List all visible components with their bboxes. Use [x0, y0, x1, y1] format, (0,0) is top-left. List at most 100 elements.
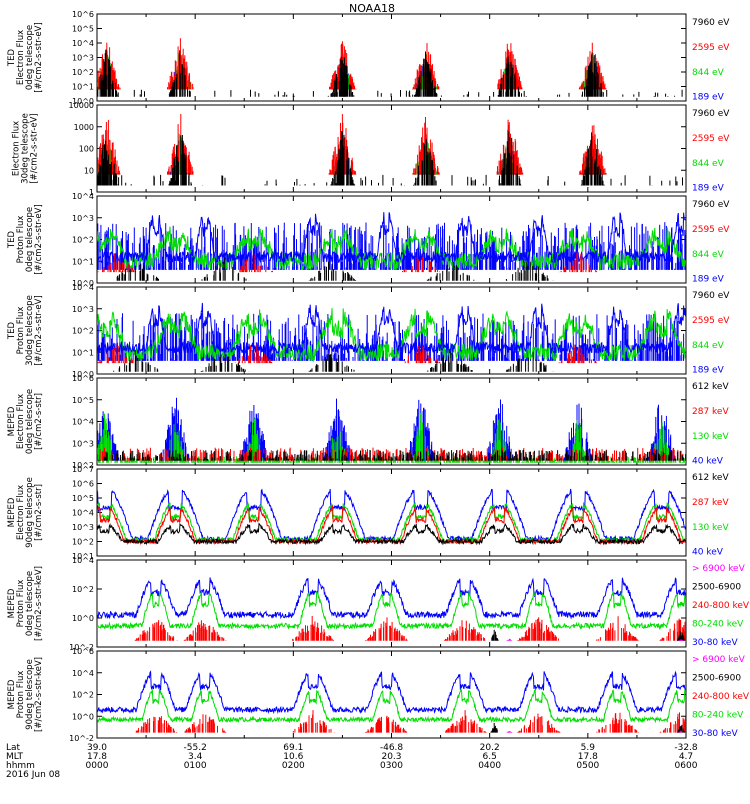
y-axis-label: 90deg telescope [25, 477, 35, 548]
y-tick-label: 10^1 [72, 83, 94, 92]
legend-entry: 240-800 keV [692, 601, 750, 611]
trace-group [97, 302, 686, 372]
legend-entry: 7960 eV [692, 109, 730, 119]
footer-hhmm: 0500 [576, 761, 599, 771]
trace-group [97, 577, 686, 641]
y-axis-label: 30deg telescope [21, 113, 31, 184]
figure-title: NOAA18 [349, 2, 395, 15]
y-axis-label: 0deg telescope [25, 25, 35, 90]
footer-mlt: 6.5 [483, 752, 497, 762]
legend-entry: 7960 eV [692, 291, 730, 301]
legend-entry: 30-80 keV [692, 638, 738, 648]
trace [97, 522, 686, 546]
y-tick-label: 10 [84, 166, 94, 175]
y-tick-label: 10^2 [72, 585, 94, 594]
y-axis-label: TED [7, 230, 17, 249]
trace [97, 577, 686, 620]
footer-hhmm: 0600 [675, 761, 698, 771]
y-tick-label: 10^5 [72, 494, 94, 503]
y-tick-label: 1 [89, 188, 94, 197]
footer-hhmm: 0300 [380, 761, 403, 771]
y-axis-label: [#/cm2-s-str-keV] [34, 657, 44, 732]
legend-entry: 2595 eV [692, 316, 730, 326]
footer-hhmm: 0100 [184, 761, 207, 771]
footer-lat: 69.1 [283, 743, 303, 753]
y-tick-label: 10^4 [72, 669, 94, 678]
footer-lat: 39.0 [87, 743, 107, 753]
y-tick-label: 10^6 [72, 647, 94, 656]
legend-entry: 2500-6900 [692, 582, 741, 592]
trace [97, 488, 686, 543]
y-axis-label: [#/cm2-s-str-eV] [34, 204, 44, 274]
y-tick-label: 10^3 [72, 439, 94, 448]
y-tick-label: 10^1 [72, 257, 94, 266]
panel-8: 10^-2 10^0 10^2 10^4 10^6 MEPED Proton Flux 90d… [7, 647, 750, 743]
trace-group [97, 212, 686, 281]
legend-entry: 7960 eV [692, 200, 730, 210]
trace [506, 730, 685, 733]
legend-entry: 80-240 keV [692, 619, 744, 629]
legend-entry: 130 keV [692, 523, 729, 533]
y-axis-label: 30deg telescope [25, 295, 35, 366]
y-tick-label: 10^1 [72, 552, 94, 561]
trace [97, 49, 604, 97]
trace [107, 89, 683, 97]
trace-group [97, 114, 683, 186]
y-axis-label: [#/cm2-s-str-eV] [34, 295, 44, 365]
y-tick-label: 10^0 [72, 97, 94, 106]
legend-entry: 189 eV [692, 275, 725, 285]
legend-entry: 2500-6900 [692, 673, 741, 683]
footer-lat: 20.2 [480, 743, 500, 753]
legend-entry: 2595 eV [692, 134, 730, 144]
y-tick-label: 10^3 [72, 523, 94, 532]
panel-2: 1 10 100 1000 10000 Electron Flux 30deg telesc… [12, 101, 731, 197]
footer-row-label: MLT [6, 752, 24, 762]
legend-entry: 189 eV [692, 93, 725, 103]
y-tick-label: 10^5 [72, 25, 94, 34]
panel-3: 10^0 10^1 10^2 10^3 10^4 TED Proton Flux 0deg t… [7, 192, 730, 288]
y-tick-label: 10^-2 [69, 734, 94, 743]
trace-group [97, 670, 686, 733]
trace [97, 501, 686, 544]
legend-entry: 844 eV [692, 250, 725, 260]
y-axis-label: 0deg telescope [25, 389, 35, 454]
y-tick-label: 10^0 [72, 614, 94, 623]
y-tick-label: 10^4 [72, 556, 94, 565]
footer-date: 2016 Jun 08 [6, 770, 60, 780]
trace [97, 212, 686, 264]
y-axis-label: [#/cm2-s-str] [34, 393, 44, 450]
legend-entry: 2595 eV [692, 225, 730, 235]
trace [490, 723, 686, 733]
legend-entry: 30-80 keV [692, 729, 738, 739]
footer-lat: -55.2 [184, 743, 207, 753]
footer-mlt: 20.3 [381, 752, 401, 762]
footer-lat: -32.8 [674, 743, 698, 753]
y-axis-label: TED [7, 321, 17, 340]
panel-6: 10^1 10^2 10^3 10^4 10^5 10^6 10^7 MEPED Electro… [7, 465, 729, 561]
y-tick-label: 1000 [74, 123, 94, 132]
legend-entry: 844 eV [692, 68, 725, 78]
trace [97, 590, 686, 631]
y-tick-label: 10^5 [72, 396, 94, 405]
y-tick-label: 10^3 [72, 305, 94, 314]
panels: 10^0 10^1 10^2 10^3 10^4 10^5 10^6 TED Electron … [7, 10, 750, 743]
trace [134, 616, 686, 641]
trace [97, 131, 605, 186]
legend-entry: 240-800 keV [692, 692, 750, 702]
y-tick-label: 10^2 [72, 327, 94, 336]
legend-entry: 189 eV [692, 366, 725, 376]
y-tick-label: 10^2 [72, 68, 94, 77]
y-tick-label: 10^-2 [69, 643, 94, 652]
y-axis-label: Proton Flux [16, 216, 26, 264]
y-axis-label: Electron Flux [16, 485, 26, 540]
legend-entry: 189 eV [692, 184, 725, 194]
y-tick-label: 10^3 [72, 214, 94, 223]
y-axis-label: 0deg telescope [25, 207, 35, 272]
legend-entry: 80-240 keV [692, 710, 744, 720]
trace [491, 629, 685, 641]
y-axis-label: [#/cm2-s-str] [34, 484, 44, 541]
panel-4: 10^0 10^1 10^2 10^3 10^4 TED Proton Flux 30deg … [7, 283, 730, 379]
